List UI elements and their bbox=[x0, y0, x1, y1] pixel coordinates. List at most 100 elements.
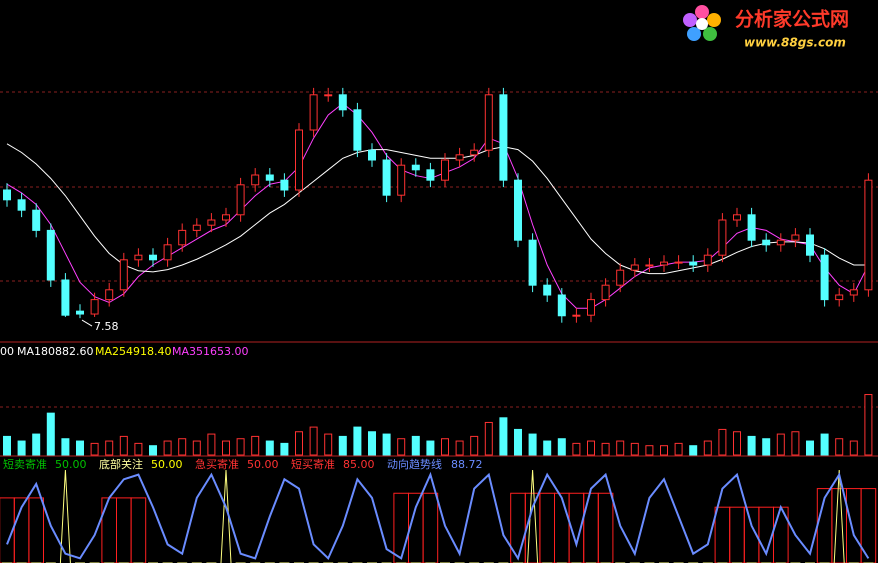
candle-body bbox=[236, 184, 245, 216]
candle-body bbox=[251, 174, 260, 186]
volume-bar bbox=[762, 438, 771, 456]
candle-body bbox=[601, 284, 610, 301]
candle-body bbox=[163, 244, 172, 261]
volume-bar bbox=[587, 440, 595, 456]
legend-value: 85.00 bbox=[343, 458, 375, 471]
annotation-arrow bbox=[81, 319, 93, 327]
candle-body bbox=[806, 234, 814, 256]
candle-body bbox=[689, 261, 698, 266]
logo-petal bbox=[683, 13, 697, 27]
volume-bar bbox=[105, 440, 114, 456]
candle-body bbox=[426, 169, 435, 181]
signal-bar bbox=[583, 492, 599, 563]
signal-spike bbox=[833, 469, 845, 563]
candle-body bbox=[484, 94, 493, 151]
candle-body bbox=[280, 179, 289, 191]
volume-bar bbox=[222, 440, 230, 456]
volume-bar bbox=[397, 438, 406, 456]
candle-body bbox=[382, 159, 391, 196]
candle-body bbox=[17, 199, 26, 211]
candle-body bbox=[338, 94, 347, 111]
low-annotation: 7.58 bbox=[94, 320, 119, 333]
candle-body bbox=[309, 94, 318, 131]
signal-bar bbox=[422, 492, 439, 563]
candle-body bbox=[543, 284, 552, 296]
signal-spike bbox=[59, 469, 71, 563]
candle-body bbox=[733, 214, 741, 221]
volume-bar bbox=[601, 442, 610, 456]
candle-body bbox=[441, 159, 449, 181]
candle-body bbox=[616, 269, 625, 286]
signal-bar bbox=[554, 492, 570, 563]
candle-body bbox=[499, 94, 508, 181]
signal-bar bbox=[130, 497, 147, 563]
signal-bar bbox=[846, 488, 862, 563]
volume-bar bbox=[733, 431, 741, 456]
candle-body bbox=[747, 214, 756, 241]
candle-body bbox=[645, 264, 654, 267]
volume-bar bbox=[411, 435, 420, 456]
volume-bar bbox=[557, 438, 566, 456]
signal-spike bbox=[220, 469, 232, 563]
volume-bar bbox=[17, 440, 26, 456]
candle-body bbox=[265, 174, 274, 181]
legend-name: 短买寄准 bbox=[291, 457, 335, 471]
volume-bar bbox=[689, 445, 698, 456]
signal-bar bbox=[729, 506, 745, 563]
volume-bar bbox=[265, 440, 274, 456]
volume-bar bbox=[747, 435, 756, 456]
moving-average-line bbox=[6, 102, 869, 309]
candle-body bbox=[762, 239, 771, 246]
legend-value: 80882.60 bbox=[41, 345, 94, 358]
volume-bar bbox=[484, 421, 493, 456]
candle-body bbox=[61, 279, 70, 316]
logo-url: www.88gs.com bbox=[744, 36, 846, 50]
volume-bar bbox=[280, 442, 289, 456]
candle-body bbox=[528, 239, 537, 286]
signal-bar bbox=[393, 492, 409, 563]
volume-bar bbox=[572, 442, 581, 456]
volume-bar bbox=[251, 435, 260, 456]
logo-title: 分析家公式网 bbox=[735, 8, 849, 31]
candle-body bbox=[820, 254, 829, 301]
volume-bar bbox=[835, 438, 844, 456]
volume-bar bbox=[338, 435, 347, 456]
volume-bar bbox=[455, 440, 464, 456]
volume-bar bbox=[543, 440, 552, 456]
volume-bar bbox=[178, 438, 187, 456]
candle-body bbox=[572, 314, 581, 317]
volume-bar bbox=[295, 431, 303, 456]
candle-body bbox=[864, 179, 873, 291]
volume-bar bbox=[776, 433, 785, 456]
candle-body bbox=[324, 94, 333, 97]
volume-bar bbox=[864, 394, 873, 456]
candle-body bbox=[660, 261, 668, 266]
volume-bar bbox=[806, 440, 814, 456]
candle-body bbox=[149, 254, 157, 261]
legend-value: 51653.00 bbox=[196, 345, 249, 358]
volume-bar bbox=[61, 438, 70, 456]
volume-bar bbox=[426, 440, 435, 456]
candle-body bbox=[295, 129, 303, 191]
candle-body bbox=[557, 294, 566, 317]
candle-body bbox=[674, 261, 683, 264]
candle-body bbox=[368, 149, 376, 161]
candle-body bbox=[32, 209, 41, 231]
legend-value: 54918.40 bbox=[119, 345, 172, 358]
logo-petal bbox=[707, 13, 721, 27]
candle-body bbox=[46, 229, 55, 281]
candle-body bbox=[76, 310, 84, 315]
signal-bar bbox=[860, 488, 877, 563]
legend-name: MA1 bbox=[17, 345, 41, 358]
volume-bar bbox=[616, 440, 625, 456]
volume-bar bbox=[32, 433, 41, 456]
candle-body bbox=[178, 229, 187, 246]
legend-name: 动向趋势线 bbox=[387, 457, 442, 471]
volume-bar bbox=[499, 417, 508, 456]
candle-body bbox=[119, 259, 128, 291]
cut-label: 00 bbox=[0, 345, 14, 358]
candle-body bbox=[353, 109, 362, 151]
legend-name: 短卖寄准 bbox=[3, 457, 47, 471]
volume-bar bbox=[674, 442, 683, 456]
